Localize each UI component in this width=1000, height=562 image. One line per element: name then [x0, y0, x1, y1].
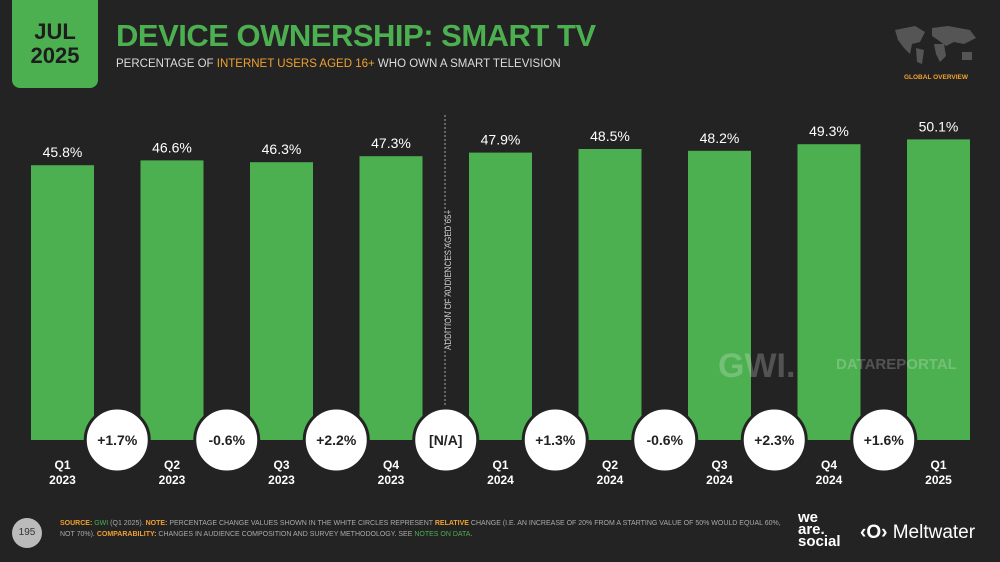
data-label: 46.3% — [262, 141, 302, 157]
data-label: 47.3% — [371, 135, 411, 151]
month: JUL — [34, 19, 76, 44]
bar — [578, 149, 642, 440]
page-title: DEVICE OWNERSHIP: SMART TV — [116, 18, 596, 53]
world-map-icon — [895, 26, 976, 64]
source-rest: (Q1 2025). — [108, 520, 146, 527]
change-circle — [740, 406, 808, 474]
category-label: Q1 — [54, 458, 70, 472]
source-label: SOURCE: — [60, 520, 93, 527]
data-label: 46.6% — [152, 139, 192, 155]
period: . — [470, 531, 473, 538]
subtitle-highlight: INTERNET USERS AGED 16+ — [216, 58, 375, 70]
watermarks: GWI. DATAREPORTAL — [718, 347, 957, 385]
change-circle — [850, 406, 918, 474]
change-circle — [193, 406, 261, 474]
year: 2025 — [30, 43, 80, 68]
date-badge: JUL 2025 — [12, 0, 98, 88]
change-label: [N/A] — [429, 432, 462, 448]
we-are-social-logo: we are. social — [798, 509, 841, 550]
bar — [359, 156, 423, 440]
source: GWI — [94, 520, 109, 527]
category-label: Q1 — [930, 458, 946, 472]
change-label: -0.6% — [208, 432, 245, 448]
category-label: 2024 — [706, 473, 733, 487]
data-label: 47.9% — [481, 132, 521, 148]
change-label: -0.6% — [646, 432, 683, 448]
category-label: 2023 — [49, 473, 76, 487]
change-label: +1.7% — [97, 432, 138, 448]
bar — [907, 139, 970, 440]
change-label: +1.3% — [535, 432, 576, 448]
logo-social: social — [798, 533, 841, 550]
change-circle — [83, 406, 151, 474]
change-circle — [631, 406, 699, 474]
logo-we: we — [798, 509, 819, 526]
divider-annotation: ADDITION OF AUDIENCES AGED 65+ — [444, 209, 453, 350]
footer-note: SOURCE: GWI (Q1 2025). NOTE: PERCENTAGE … — [60, 518, 790, 540]
data-label: 49.3% — [809, 123, 849, 139]
bar — [250, 162, 313, 440]
change-label: +1.6% — [864, 432, 905, 448]
data-label: 45.8% — [43, 144, 83, 160]
category-label: 2024 — [816, 473, 843, 487]
bar — [469, 152, 532, 440]
note: PERCENTAGE CHANGE VALUES SHOWN IN THE WH… — [167, 520, 435, 527]
category-label: Q2 — [164, 458, 180, 472]
datareportal-watermark: DATAREPORTAL — [836, 356, 957, 373]
change-circle — [302, 406, 370, 474]
global-overview-label: GLOBAL OVERVIEW — [903, 74, 969, 81]
change-circle — [412, 406, 480, 474]
category-label: 2023 — [268, 473, 295, 487]
category-label: 2024 — [487, 473, 514, 487]
data-label: 48.2% — [700, 130, 740, 146]
notes-on-data-link[interactable]: NOTES ON DATA — [414, 531, 471, 538]
category-label: 2023 — [378, 473, 405, 487]
category-label: 2024 — [597, 473, 624, 487]
bar — [797, 144, 861, 440]
meltwater-icon: ‹O› — [860, 522, 888, 543]
change-label: +2.3% — [754, 432, 795, 448]
category-label: Q3 — [273, 458, 289, 472]
bar — [31, 165, 94, 440]
change-label: +2.2% — [316, 432, 357, 448]
category-label: 2025 — [925, 473, 952, 487]
comparability: CHANGES IN AUDIENCE COMPOSITION AND SURV… — [156, 531, 415, 538]
category-label: 2023 — [159, 473, 186, 487]
subtitle-pre: PERCENTAGE OF — [116, 58, 217, 70]
note-label: NOTE: — [145, 520, 168, 527]
change-circle — [521, 406, 589, 474]
category-label: Q2 — [602, 458, 618, 472]
subtitle-post: WHO OWN A SMART TELEVISION — [374, 58, 561, 70]
subtitle: PERCENTAGE OF INTERNET USERS AGED 16+ WH… — [116, 58, 561, 70]
comparability-label: COMPARABILITY: — [96, 531, 157, 538]
data-label: 48.5% — [590, 128, 630, 144]
note2: CHANGE (I.E. AN INCREASE OF 20% FROM A S… — [60, 520, 781, 538]
category-label: Q1 — [492, 458, 508, 472]
page-number: 195 — [12, 518, 42, 548]
data-label: 50.1% — [919, 118, 959, 134]
category-label: Q4 — [821, 458, 837, 472]
relative: RELATIVE — [434, 520, 469, 527]
bar — [688, 150, 751, 441]
meltwater-logo: ‹O› Meltwater — [860, 522, 975, 544]
logo-are: are. — [798, 521, 825, 538]
gwi-watermark: GWI. — [718, 347, 795, 385]
meltwater-text: Meltwater — [892, 522, 976, 543]
category-label: Q4 — [383, 458, 399, 472]
category-label: Q3 — [711, 458, 727, 472]
bar — [140, 160, 204, 440]
